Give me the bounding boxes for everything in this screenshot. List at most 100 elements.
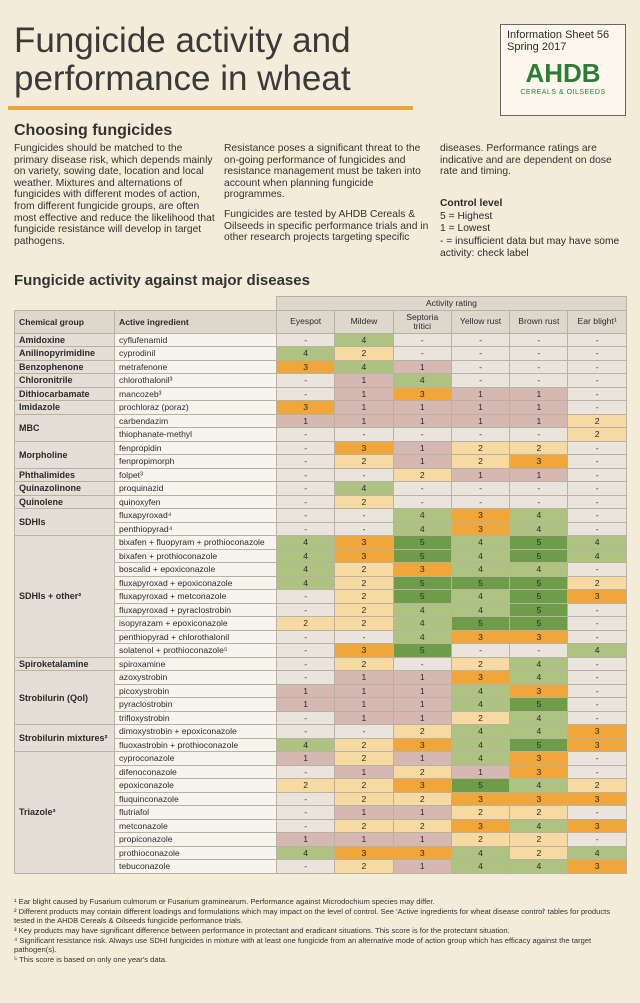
rating: - (392, 332, 452, 347)
rating: 1 (392, 670, 452, 685)
header-cell: Brown rust (509, 309, 569, 334)
rating: - (567, 494, 627, 509)
rating: - (567, 386, 627, 401)
table-row: fenpropimorph -2 1 2 3- (15, 454, 627, 469)
rating: 4 (392, 508, 452, 523)
rating: - (567, 332, 627, 347)
rating: 2 (567, 427, 627, 442)
rating: 1 (334, 400, 394, 415)
rating: 2 (567, 413, 627, 428)
rating: 5 (509, 616, 569, 631)
active-ingredient: fluxapyroxad + epoxiconazole (114, 575, 277, 590)
rating: 2 (567, 575, 627, 590)
active-ingredient: fluoxastrobin + prothioconazole (114, 737, 277, 752)
active-ingredient: cyflufenamid (114, 332, 277, 347)
active-ingredient: dimoxystrobin + epoxiconazole (114, 724, 277, 739)
rating: - (275, 467, 336, 482)
date: Spring 2017 (507, 41, 567, 53)
rating: 5 (450, 778, 511, 793)
control-item: 1 = Lowest (440, 223, 491, 234)
rating: - (275, 764, 336, 779)
table-row: penthiopyrad⁴ - -4 3 4- (15, 521, 627, 536)
rating: 1 (334, 683, 394, 698)
rating: 1 (450, 467, 511, 482)
rating: - (567, 359, 627, 374)
rating: 2 (334, 737, 394, 752)
table-row: trifloxystrobin -1 1 2 4- (15, 710, 627, 725)
rating: - (567, 697, 627, 712)
rating: - (334, 521, 394, 536)
chemical-group: SDHIs (14, 508, 115, 536)
rating: - (567, 832, 627, 847)
rating: - (275, 386, 336, 401)
footnotes: ¹ Ear blight caused by Fusarium culmorum… (14, 897, 626, 965)
rating: 4 (509, 818, 569, 833)
rating: 3 (509, 683, 569, 698)
title-line: performance in wheat (14, 59, 351, 98)
rating: - (567, 751, 627, 766)
ratings-table: Activity rating Chemical group Active ingr… (14, 296, 627, 874)
rating: - (275, 332, 336, 347)
chemical-group: Benzophenone (14, 359, 115, 374)
rating: 2 (509, 845, 569, 860)
chemical-group: Morpholine (14, 440, 115, 469)
table-row: prothioconazole 4 3 3 4 2 4 (15, 845, 627, 860)
table-row: MBC carbendazim 1 1 1 1 1 2 (14, 413, 627, 442)
rating: - (275, 670, 336, 685)
table-row: thiophanate-methyl - - - - -2 (15, 427, 627, 442)
rating: 1 (334, 373, 394, 388)
rating: 2 (334, 562, 394, 577)
rating: 4 (275, 346, 336, 361)
rating: 1 (275, 413, 336, 428)
rating: 3 (392, 386, 452, 401)
active-ingredient: bixafen + fluopyram + prothioconazole (114, 535, 277, 550)
rating: 3 (450, 818, 511, 833)
rating: 3 (392, 562, 452, 577)
rating: - (275, 710, 336, 725)
rating: 2 (450, 656, 511, 671)
rating: 4 (509, 859, 569, 874)
rating: 5 (509, 589, 569, 604)
table-row: bixafen + prothioconazole 4 3 5 4 5 4 (15, 548, 627, 563)
rating: 4 (450, 751, 511, 766)
table-row: boscalid + epoxiconazole 4 2 3 4 4- (15, 562, 627, 577)
table-row: fluoxastrobin + prothioconazole 4 2 3 4 5 3 (15, 737, 627, 752)
rating: 1 (334, 670, 394, 685)
rating: - (392, 481, 452, 496)
rating: - (567, 616, 627, 631)
rating: 3 (509, 791, 569, 806)
table-row: SDHIs fluxapyroxad⁴ - -4 3 4- (14, 508, 627, 536)
rating: 2 (392, 791, 452, 806)
rating: 5 (509, 575, 569, 590)
rating: 3 (334, 845, 394, 860)
rating: - (275, 643, 336, 658)
rating: 2 (334, 589, 394, 604)
section-heading: Choosing fungicides (14, 122, 173, 139)
rating: 4 (275, 548, 336, 563)
rating: 4 (334, 481, 394, 496)
rating: 1 (509, 400, 569, 415)
active-ingredient: trifloxystrobin (114, 710, 277, 725)
rating: - (392, 427, 452, 442)
rating: - (392, 346, 452, 361)
chemical-group: Strobilurin mixtures² (14, 724, 115, 752)
paragraph: Fungicides should be matched to the prim… (14, 143, 215, 247)
rating: 3 (567, 859, 627, 874)
rating: 5 (509, 535, 569, 550)
header-cell: Eyespot (275, 309, 336, 334)
rating: 3 (450, 629, 511, 644)
rating: 1 (392, 710, 452, 725)
rating: - (450, 332, 511, 347)
chemical-group: Phthalimides (14, 467, 115, 482)
rating: - (334, 467, 394, 482)
chemical-group: Chloronitrile (14, 373, 115, 388)
rating: 5 (392, 643, 452, 658)
table-row: picoxystrobin 1 1 1 4 3- (15, 683, 627, 698)
rating: 2 (567, 778, 627, 793)
rating: 3 (567, 589, 627, 604)
rating: 4 (450, 697, 511, 712)
active-ingredient: chlorothalonil³ (114, 373, 277, 388)
rating: 5 (392, 535, 452, 550)
chemical-group: Spiroketalamine (14, 656, 115, 671)
rating: - (567, 346, 627, 361)
